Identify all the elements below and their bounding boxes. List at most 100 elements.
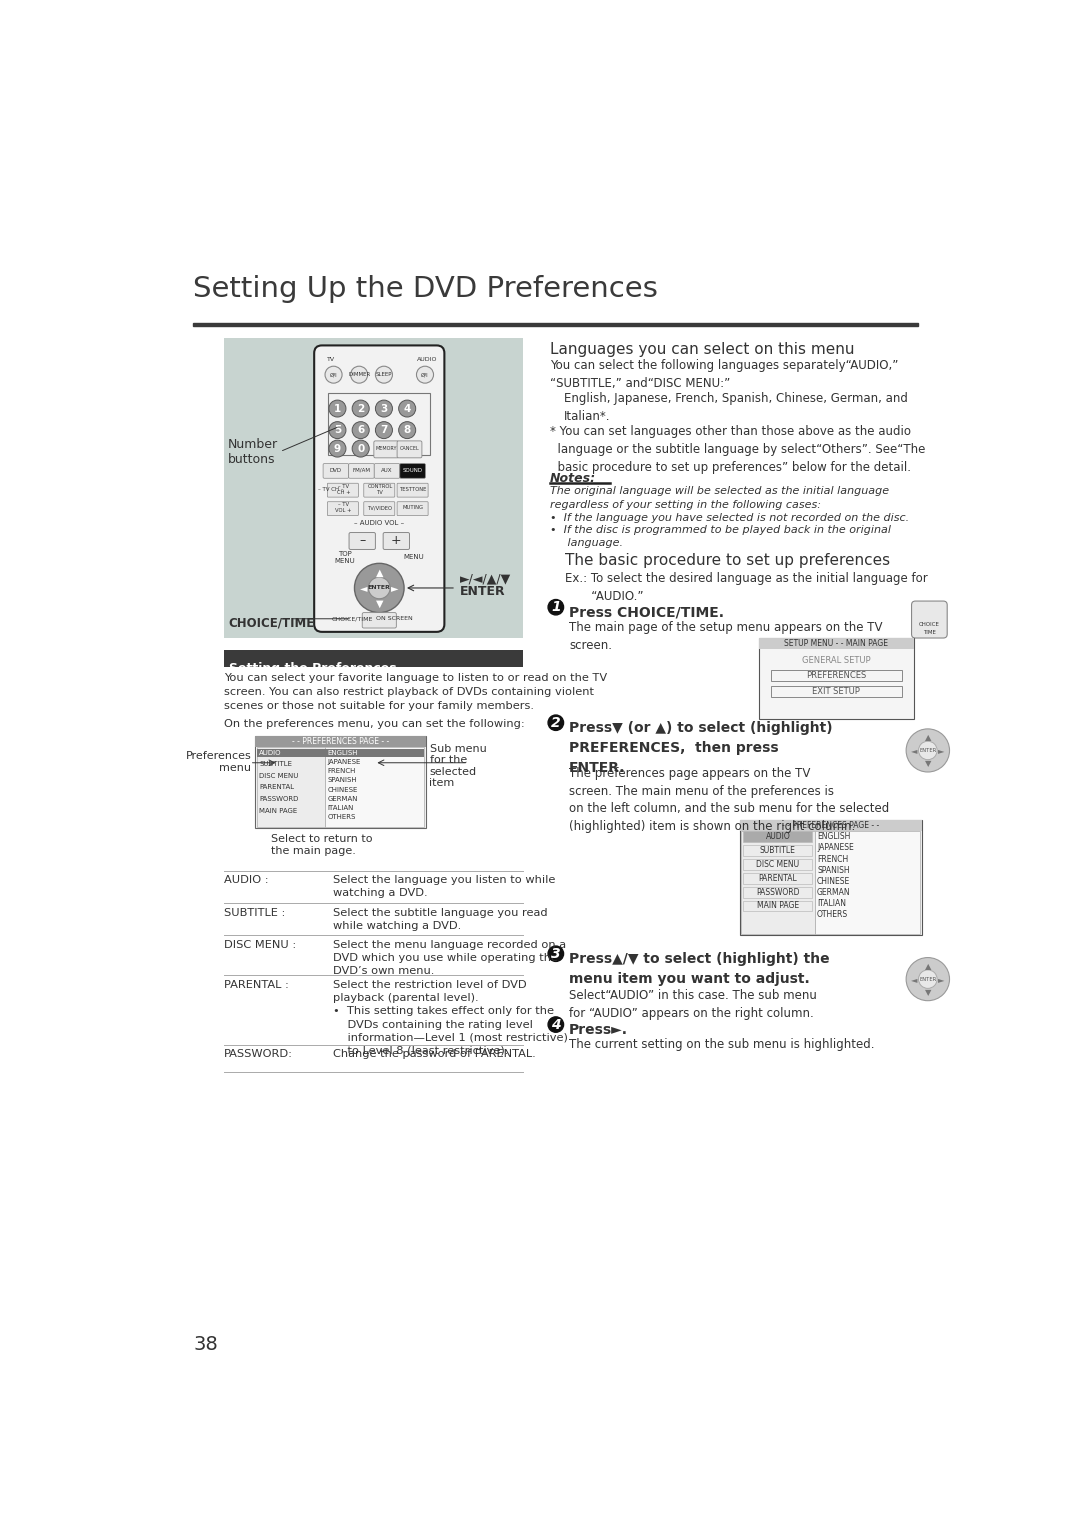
- Text: CONTROL
TV: CONTROL TV: [367, 484, 393, 495]
- Text: AUDIO: AUDIO: [259, 750, 282, 756]
- Text: TIME: TIME: [923, 631, 935, 635]
- Text: The main page of the setup menu appears on the TV
screen.: The main page of the setup menu appears …: [569, 622, 882, 652]
- Text: TOP
MENU: TOP MENU: [335, 551, 355, 563]
- Text: * You can set languages other than those above as the audio
  language or the su: * You can set languages other than those…: [550, 424, 924, 473]
- Text: Select to return to
the main page.: Select to return to the main page.: [271, 834, 373, 856]
- Text: 3: 3: [551, 946, 561, 961]
- Text: CHINESE: CHINESE: [816, 877, 850, 886]
- Bar: [759, 638, 914, 720]
- Text: TESTTONE: TESTTONE: [400, 487, 427, 491]
- Bar: [255, 736, 426, 747]
- Text: Languages you can select on this menu: Languages you can select on this menu: [550, 341, 854, 357]
- Circle shape: [399, 400, 416, 416]
- Text: 9: 9: [334, 444, 341, 453]
- Circle shape: [548, 946, 564, 961]
- Text: Press►.: Press►.: [569, 1023, 627, 1036]
- Text: Select the menu language recorded on a
DVD which you use while operating the
DVD: Select the menu language recorded on a D…: [333, 940, 566, 977]
- Text: The original language will be selected as the initial language
regardless of you: The original language will be selected a…: [550, 487, 889, 510]
- FancyBboxPatch shape: [400, 464, 426, 478]
- Text: You can select your favorite language to listen to or read on the TV
screen. You: You can select your favorite language to…: [225, 672, 607, 710]
- Text: Select“AUDIO” in this case. The sub menu
for “AUDIO” appears on the right column: Select“AUDIO” in this case. The sub menu…: [569, 989, 816, 1020]
- Circle shape: [325, 366, 342, 383]
- Text: PARENTAL: PARENTAL: [259, 784, 294, 790]
- Bar: [225, 649, 523, 666]
- FancyBboxPatch shape: [397, 441, 422, 458]
- Text: DISC MENU: DISC MENU: [259, 773, 298, 779]
- Circle shape: [351, 366, 367, 383]
- Bar: [257, 749, 325, 758]
- FancyBboxPatch shape: [383, 533, 409, 550]
- Text: TV: TV: [327, 357, 335, 363]
- Text: 3: 3: [380, 404, 388, 413]
- FancyBboxPatch shape: [375, 464, 400, 478]
- Circle shape: [906, 957, 949, 1001]
- FancyBboxPatch shape: [362, 612, 396, 628]
- Text: CHOICE: CHOICE: [919, 623, 940, 628]
- Text: SOUND: SOUND: [403, 467, 422, 473]
- Text: MUTING: MUTING: [403, 505, 423, 510]
- Text: 7: 7: [380, 426, 388, 435]
- Text: 4: 4: [404, 404, 410, 413]
- Text: Number
buttons: Number buttons: [228, 438, 279, 465]
- Text: ►: ►: [391, 583, 399, 592]
- Text: PARENTAL :: PARENTAL :: [225, 980, 289, 991]
- Text: ENGLISH: ENGLISH: [327, 750, 357, 756]
- Circle shape: [548, 600, 564, 615]
- FancyBboxPatch shape: [364, 484, 395, 498]
- Text: The preferences page appears on the TV
screen. The main menu of the preferences : The preferences page appears on the TV s…: [569, 767, 889, 833]
- Text: SPANISH: SPANISH: [816, 865, 850, 874]
- Text: ►: ►: [937, 746, 944, 755]
- Circle shape: [329, 400, 346, 416]
- Text: – TV
VOL +: – TV VOL +: [336, 502, 352, 513]
- Text: 38: 38: [193, 1335, 218, 1353]
- Text: Notes:: Notes:: [550, 473, 596, 485]
- Text: Setting the Preferences: Setting the Preferences: [229, 661, 396, 675]
- Text: Ø/I: Ø/I: [329, 372, 337, 377]
- Text: On the preferences menu, you can set the following:: On the preferences menu, you can set the…: [225, 720, 525, 729]
- Text: CHOICE/TIME: CHOICE/TIME: [228, 615, 314, 629]
- Text: ◄: ◄: [912, 746, 918, 755]
- FancyBboxPatch shape: [327, 484, 359, 498]
- Text: JAPANESE: JAPANESE: [327, 759, 361, 766]
- Text: DISC MENU :: DISC MENU :: [225, 940, 296, 949]
- Bar: [759, 638, 914, 649]
- Bar: [325, 747, 424, 827]
- Circle shape: [368, 577, 390, 599]
- Bar: [743, 886, 811, 897]
- Text: PASSWORD:: PASSWORD:: [225, 1049, 293, 1059]
- Text: ▼: ▼: [924, 987, 931, 997]
- Text: ON SCREEN: ON SCREEN: [377, 617, 414, 622]
- Text: ENGLISH: ENGLISH: [816, 833, 850, 841]
- Text: 6: 6: [357, 426, 364, 435]
- Text: - - PREFERENCES PAGE - -: - - PREFERENCES PAGE - -: [292, 736, 389, 746]
- FancyBboxPatch shape: [349, 533, 376, 550]
- Text: Select the subtitle language you read
while watching a DVD.: Select the subtitle language you read wh…: [333, 908, 548, 931]
- Circle shape: [417, 366, 433, 383]
- FancyBboxPatch shape: [364, 502, 395, 516]
- Text: 1: 1: [334, 404, 341, 413]
- Text: The basic procedure to set up preferences: The basic procedure to set up preference…: [565, 553, 890, 568]
- Text: PASSWORD: PASSWORD: [756, 888, 799, 897]
- Text: CHOICE/TIME: CHOICE/TIME: [332, 617, 373, 622]
- Bar: [743, 831, 811, 842]
- Bar: [257, 747, 325, 827]
- Bar: [770, 671, 902, 681]
- Text: MAIN PAGE: MAIN PAGE: [259, 807, 297, 813]
- Circle shape: [548, 715, 564, 730]
- Text: ▼: ▼: [924, 759, 931, 769]
- Text: Ex.: To select the desired language as the initial language for
       “AUDIO.”: Ex.: To select the desired language as t…: [565, 571, 928, 603]
- Circle shape: [329, 439, 346, 458]
- Text: Sub menu
for the
selected
item: Sub menu for the selected item: [430, 744, 486, 788]
- Text: English, Japanese, French, Spanish, Chinese, German, and
Italian*.: English, Japanese, French, Spanish, Chin…: [564, 392, 907, 423]
- Text: 4: 4: [551, 1018, 561, 1032]
- Text: ENTER: ENTER: [919, 977, 936, 981]
- Text: ▼: ▼: [376, 599, 383, 608]
- Text: •  If the disc is programmed to be played back in the original
     language.: • If the disc is programmed to be played…: [550, 525, 891, 548]
- FancyBboxPatch shape: [349, 464, 375, 478]
- Text: ITALIAN: ITALIAN: [327, 805, 353, 811]
- Text: TV/VIDEO: TV/VIDEO: [367, 505, 392, 510]
- Bar: [255, 736, 426, 828]
- Text: You can select the following languages separately“AUDIO,”
“SUBTITLE,” and“DISC M: You can select the following languages s…: [550, 358, 897, 389]
- Text: CANCEL: CANCEL: [400, 446, 419, 452]
- Text: ◄: ◄: [360, 583, 367, 592]
